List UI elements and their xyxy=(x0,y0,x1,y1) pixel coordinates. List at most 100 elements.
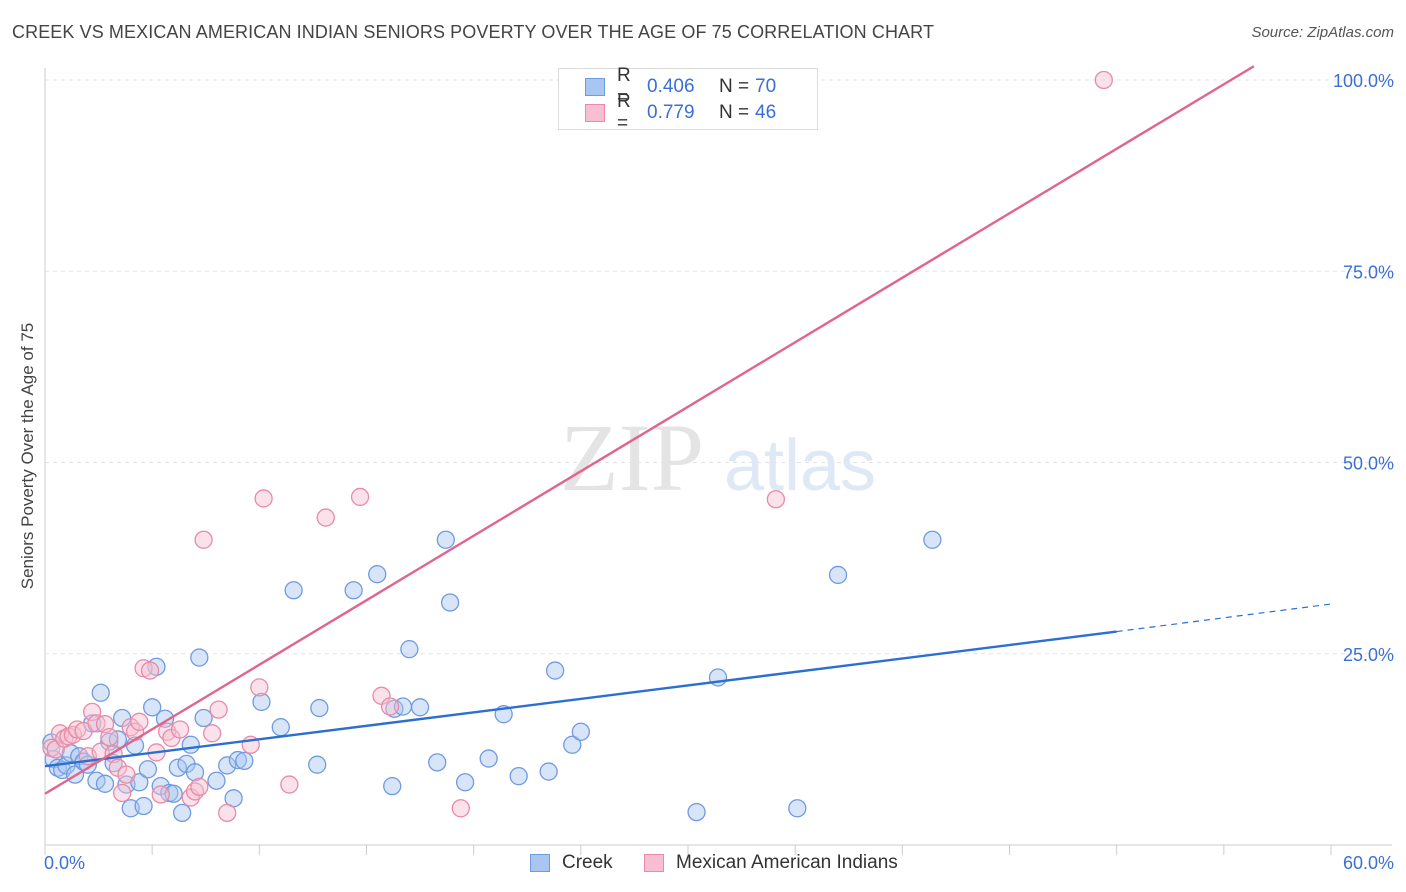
data-point xyxy=(400,640,419,659)
data-point xyxy=(539,762,558,781)
data-point xyxy=(923,530,942,549)
data-points xyxy=(42,70,1113,823)
watermark-atlas: atlas xyxy=(724,426,876,506)
tick-labels: 25.0% 50.0% 75.0% 100.0% 0.0% 60.0% xyxy=(44,71,1394,873)
data-point xyxy=(766,490,786,509)
watermark: ZIP atlas xyxy=(560,404,876,511)
data-point xyxy=(113,783,132,803)
y-tick-label: 100.0% xyxy=(1333,71,1394,91)
series-points-creek xyxy=(42,530,942,823)
legend-r-value: 0.406 xyxy=(647,76,695,97)
trend-line-extension xyxy=(1116,603,1332,633)
bottom-legend-label-creek: Creek xyxy=(562,852,613,873)
data-point xyxy=(1094,70,1113,90)
data-point xyxy=(436,530,455,549)
y-tick-label: 75.0% xyxy=(1343,262,1394,282)
data-point xyxy=(117,765,136,784)
data-point xyxy=(545,661,565,680)
data-point xyxy=(344,581,363,600)
data-point xyxy=(254,489,273,508)
data-point xyxy=(316,508,335,527)
legend-swatch-creek xyxy=(585,78,605,96)
legend-row-creek: R = 0.406 N = 70 xyxy=(585,65,777,108)
x-tick-label: 0.0% xyxy=(44,853,85,873)
trend-line-creek xyxy=(44,630,1117,768)
y-tick-label: 25.0% xyxy=(1343,645,1394,665)
bottom-legend-swatch-creek xyxy=(530,854,550,872)
data-point xyxy=(134,796,153,816)
data-point xyxy=(380,697,400,716)
bottom-legend-mexican-american-indians: Mexican American Indians xyxy=(644,852,898,874)
data-point xyxy=(479,749,498,768)
data-point xyxy=(218,756,237,775)
data-point xyxy=(100,727,119,747)
data-point xyxy=(455,773,475,792)
data-point xyxy=(91,683,110,702)
data-point xyxy=(788,799,807,818)
data-point xyxy=(451,799,470,818)
data-point xyxy=(687,802,706,822)
data-point xyxy=(563,735,582,754)
data-point xyxy=(140,661,160,680)
bottom-legend: Creek Mexican American Indians xyxy=(0,852,1406,876)
legend-box: R = 0.406 N = 70 R = 0.779 N = 46 xyxy=(558,65,818,134)
trend-line-mexican-american-indians xyxy=(44,65,1255,795)
data-point xyxy=(428,753,447,772)
data-point xyxy=(203,724,222,743)
legend-swatch-mexican-american-indians xyxy=(585,104,605,122)
source-credit: Source: ZipAtlas.com xyxy=(1251,24,1394,41)
data-point xyxy=(164,784,183,803)
data-point xyxy=(218,803,237,823)
data-point xyxy=(350,487,370,507)
data-point xyxy=(308,755,327,774)
data-point xyxy=(440,593,460,612)
data-point xyxy=(170,720,190,739)
data-point xyxy=(130,712,149,731)
legend-n-value: 70 xyxy=(755,76,777,97)
data-point xyxy=(209,700,228,719)
data-point xyxy=(138,760,158,779)
data-point xyxy=(95,774,115,793)
legend-n-label: N = xyxy=(719,76,750,97)
data-point xyxy=(173,803,192,823)
x-tick-label: 60.0% xyxy=(1343,853,1394,873)
data-point xyxy=(83,702,102,722)
data-point xyxy=(509,767,528,786)
data-point xyxy=(228,750,248,770)
data-point xyxy=(185,763,205,782)
data-point xyxy=(194,530,213,549)
legend-r-label: R = xyxy=(617,65,631,108)
chart-title: CREEK VS MEXICAN AMERICAN INDIAN SENIORS… xyxy=(12,22,935,42)
legend-n-label: N = xyxy=(719,102,750,123)
data-point xyxy=(410,698,430,717)
data-point xyxy=(181,735,200,754)
data-point xyxy=(383,776,402,796)
axes xyxy=(44,68,1392,855)
data-point xyxy=(151,785,170,804)
data-point xyxy=(68,720,87,739)
trend-lines xyxy=(44,65,1332,795)
data-point xyxy=(250,678,269,697)
data-point xyxy=(235,751,254,770)
legend-r-value: 0.779 xyxy=(647,102,695,123)
bottom-legend-label-mexican-american-indians: Mexican American Indians xyxy=(676,852,898,873)
series-points-mexican-american-indians xyxy=(42,70,1113,823)
bottom-legend-swatch-mexican-american-indians xyxy=(644,854,664,872)
data-point xyxy=(271,718,290,737)
data-point xyxy=(207,771,226,790)
grid-lines xyxy=(45,79,1392,655)
data-point xyxy=(190,777,209,797)
data-point xyxy=(284,581,303,600)
data-point xyxy=(194,708,213,728)
legend-r-label: R = xyxy=(617,91,631,134)
data-point xyxy=(143,698,162,717)
y-tick-label: 50.0% xyxy=(1343,454,1394,474)
bottom-legend-creek: Creek xyxy=(530,852,613,874)
legend-n-value: 46 xyxy=(755,102,777,123)
legend-row-mexican-american-indians: R = 0.779 N = 46 xyxy=(585,91,777,134)
data-point xyxy=(368,565,387,584)
data-point xyxy=(280,775,299,794)
data-point xyxy=(190,648,209,667)
data-point xyxy=(571,722,590,741)
